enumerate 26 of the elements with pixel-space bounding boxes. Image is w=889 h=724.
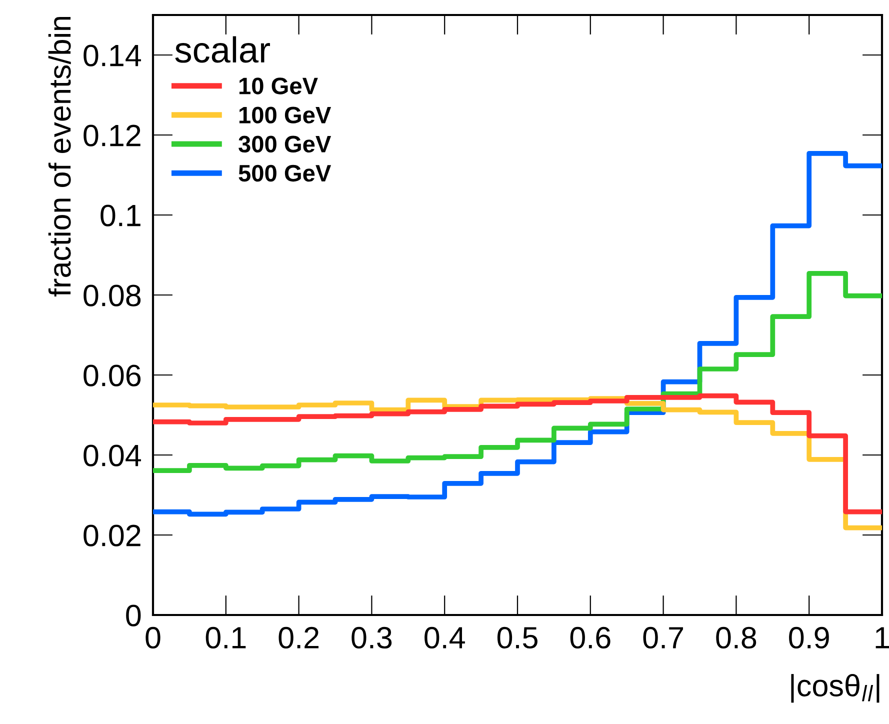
x-tick-label: 0 [146,626,160,649]
legend-label: 10 GeV [239,78,318,94]
y-tick-label: 0 [126,604,141,626]
x-tick-label: 0.8 [716,626,756,649]
x-tick-label: 1 [876,627,889,648]
x-tick-label: 0.2 [278,626,319,649]
x-tick-label: 0.6 [570,626,610,649]
y-tick-label: 0.12 [84,124,140,146]
y-tick-label: 0.08 [84,284,141,306]
x-tick-label: 0.5 [497,626,538,649]
y-tick-label: 0.1 [100,204,140,226]
legend-label: 300 GeV [238,136,332,153]
x-tick-label: 0.3 [352,626,392,649]
y-axis-title: fraction of events/bin [48,16,71,296]
legend-label: 100 GeV [239,106,332,124]
legend-title: scalar [175,36,270,63]
x-tick-label: 0.4 [424,626,465,649]
y-tick-label: 0.04 [84,444,141,466]
x-tick-label: 0.1 [206,626,246,649]
x-axis-title: |cosθ$_{ll}$| [791,674,880,703]
y-tick-label: 0.06 [84,364,141,386]
x-tick-label: 0.9 [789,626,829,649]
legend-label: 500 GeV [238,164,332,182]
y-tick-label: 0.02 [84,524,140,546]
y-tick-label: 0.14 [84,44,141,66]
x-tick-label: 0.7 [643,626,684,649]
